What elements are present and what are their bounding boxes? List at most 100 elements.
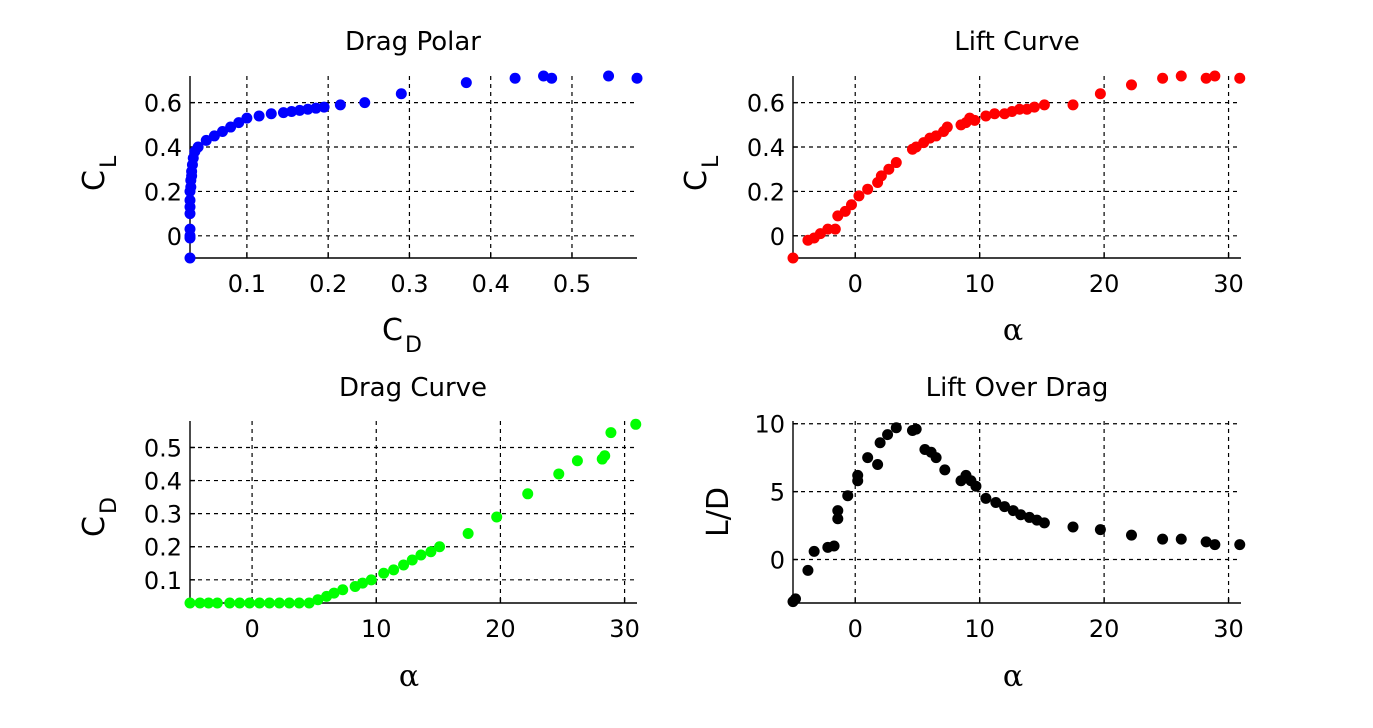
drag-curve-point xyxy=(605,427,617,439)
drag-polar-point xyxy=(546,72,558,84)
lift-over-drag-ytick-label: 5 xyxy=(770,479,785,507)
lift-curve-point xyxy=(1038,99,1050,111)
lift-curve-point xyxy=(883,163,895,175)
lift-over-drag-xlabel: α xyxy=(1003,659,1023,694)
svg-text:D: D xyxy=(405,333,422,358)
drag-polar-xtick-label: 0.4 xyxy=(472,270,510,298)
drag-polar-point xyxy=(233,117,245,129)
drag-polar-xtick-label: 0.5 xyxy=(553,270,591,298)
lift-curve-point xyxy=(989,108,1001,120)
lift-curve-xtick-label: 10 xyxy=(964,270,995,298)
lift-over-drag-point xyxy=(970,480,982,492)
drag-polar-point xyxy=(334,99,346,111)
svg-text:C: C xyxy=(77,170,112,191)
drag-curve-point xyxy=(388,564,400,576)
lift-over-drag-point xyxy=(832,513,844,525)
drag-polar-point xyxy=(208,130,220,142)
lift-over-drag-point xyxy=(1209,539,1221,551)
drag-polar-point xyxy=(294,104,306,116)
drag-curve-point xyxy=(203,597,215,609)
drag-polar-point xyxy=(253,110,265,122)
drag-curve-point xyxy=(406,554,418,566)
lift-over-drag-point xyxy=(1038,517,1050,529)
drag-polar-xtick-label: 0.3 xyxy=(390,270,428,298)
lift-over-drag-point xyxy=(828,540,840,552)
drag-curve-point xyxy=(283,597,295,609)
drag-curve-point xyxy=(378,567,390,579)
drag-curve-point xyxy=(434,541,446,553)
svg-text:C: C xyxy=(77,516,112,537)
drag-curve-point xyxy=(328,587,340,599)
lift-over-drag-point xyxy=(789,593,801,605)
drag-curve-point xyxy=(234,597,246,609)
drag-curve-point xyxy=(263,597,275,609)
drag-curve-point xyxy=(599,450,611,462)
drag-polar-point xyxy=(310,102,322,114)
lift-curve-point xyxy=(969,114,981,126)
drag-polar-point xyxy=(359,97,371,109)
drag-curve-point xyxy=(357,577,369,589)
lift-curve-point xyxy=(1234,72,1246,84)
drag-curve-ytick-label: 0.4 xyxy=(144,468,182,496)
drag-curve-xtick-label: 10 xyxy=(361,615,392,643)
drag-curve-point xyxy=(425,546,437,558)
lift-over-drag-point xyxy=(872,458,884,470)
drag-polar-panel: Drag Polar C D C L 0.1 0.2 0.3 0.4 0.5 0 0.2 0.… xyxy=(77,27,643,358)
svg-text:C: C xyxy=(679,170,714,191)
lift-over-drag-point xyxy=(874,437,886,449)
drag-polar-point xyxy=(395,88,407,100)
drag-curve-point xyxy=(273,597,285,609)
drag-curve-xlabel: α xyxy=(399,659,419,694)
drag-curve-point xyxy=(211,597,223,609)
lift-over-drag-point xyxy=(852,469,864,481)
lift-curve-point xyxy=(1067,99,1079,111)
drag-polar-point xyxy=(631,72,643,84)
lift-curve-xtick-label: 30 xyxy=(1213,270,1244,298)
lift-over-drag-xtick-label: 10 xyxy=(964,615,995,643)
drag-polar-xlabel: C D xyxy=(382,313,422,358)
lift-curve-panel: Lift Curve α C L 0 10 20 30 0 0.2 0.4 0.6 xyxy=(679,27,1246,348)
drag-polar-ytick-label: 0.6 xyxy=(144,90,182,118)
lift-over-drag-point xyxy=(808,545,820,557)
lift-over-drag-point xyxy=(1094,524,1106,536)
drag-polar-point xyxy=(192,141,204,153)
drag-curve-ytick-label: 0.5 xyxy=(144,434,182,462)
lift-over-drag-ytick-label: 10 xyxy=(754,411,785,439)
drag-curve-point xyxy=(522,488,534,500)
drag-polar-point xyxy=(277,107,289,119)
lift-curve-ytick-label: 0.4 xyxy=(747,134,785,162)
drag-curve-xtick-label: 0 xyxy=(244,615,259,643)
drag-curve-point xyxy=(244,597,256,609)
drag-polar-point xyxy=(184,223,196,235)
drag-curve-ytick-label: 0.3 xyxy=(144,501,182,529)
drag-curve-point xyxy=(337,584,349,596)
drag-polar-title: Drag Polar xyxy=(345,27,481,57)
drag-polar-ytick-label: 0 xyxy=(167,223,182,251)
drag-curve-point xyxy=(553,468,565,480)
drag-polar-point xyxy=(302,103,314,115)
drag-polar-point xyxy=(460,77,472,89)
lift-curve-point xyxy=(1175,70,1187,82)
lift-curve-point xyxy=(980,110,992,122)
drag-curve-ylabel: C D xyxy=(77,497,122,537)
lift-curve-ytick-label: 0 xyxy=(770,223,785,251)
lift-over-drag-title: Lift Over Drag xyxy=(926,373,1109,403)
lift-curve-point xyxy=(1157,72,1169,84)
lift-over-drag-point xyxy=(1157,533,1169,545)
lift-over-drag-point xyxy=(980,492,992,504)
drag-polar-ytick-label: 0.2 xyxy=(144,178,182,206)
lift-curve-point xyxy=(862,183,874,195)
drag-polar-point xyxy=(184,252,196,264)
drag-polar-point xyxy=(225,121,237,133)
drag-curve-point xyxy=(630,418,642,430)
lift-over-drag-point xyxy=(1200,536,1212,548)
lift-over-drag-point xyxy=(1015,509,1027,521)
lift-over-drag-point xyxy=(842,490,854,502)
lift-over-drag-point xyxy=(1067,521,1079,533)
svg-text:L/D: L/D xyxy=(701,487,736,537)
drag-polar-xtick-label: 0.2 xyxy=(309,270,347,298)
drag-curve-xtick-label: 30 xyxy=(609,615,640,643)
svg-text:C: C xyxy=(382,313,403,348)
lift-curve-point xyxy=(787,252,799,264)
